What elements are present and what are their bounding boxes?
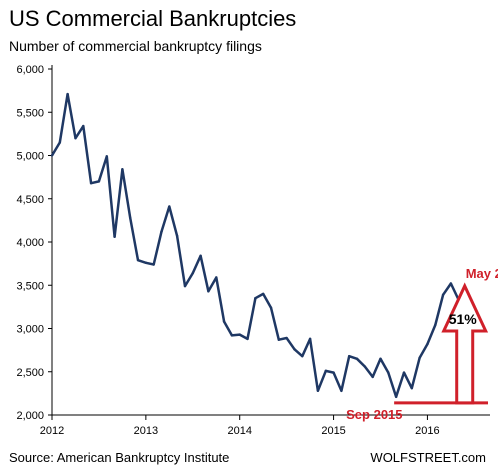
data-point <box>269 306 273 309</box>
data-point <box>89 181 93 185</box>
data-point <box>160 230 163 233</box>
data-point <box>324 369 327 373</box>
data-point <box>74 137 77 140</box>
x-tick-label: 2012 <box>40 425 64 437</box>
data-point <box>121 168 124 171</box>
data-point <box>207 290 210 293</box>
data-point <box>66 92 69 96</box>
x-tick-label: 2013 <box>134 425 158 437</box>
annotations: Sep 2015 May 2016 51% <box>346 266 498 422</box>
y-tick-label: 2,000 <box>16 410 44 422</box>
x-axis-ticks: 2012 2013 2014 2015 2016 <box>40 415 440 437</box>
data-point <box>246 337 249 341</box>
chart-title: US Commercial Bankruptcies <box>9 6 297 31</box>
data-point <box>183 284 187 288</box>
data-point <box>50 154 54 157</box>
chart-axes <box>51 65 490 416</box>
x-tick-label: 2015 <box>321 425 345 437</box>
data-point <box>410 386 413 390</box>
data-point <box>449 282 453 285</box>
data-point <box>175 234 179 238</box>
y-tick-label: 5,000 <box>16 151 44 163</box>
y-tick-label: 4,500 <box>16 194 44 206</box>
data-point <box>332 371 335 374</box>
data-point <box>58 141 62 144</box>
data-point <box>129 216 132 219</box>
source-note: Source: American Bankruptcy Institute <box>9 450 230 465</box>
data-point <box>113 235 116 239</box>
y-tick-label: 3,000 <box>16 324 44 336</box>
data-point <box>215 276 218 279</box>
data-point <box>340 389 343 392</box>
data-point <box>308 337 312 341</box>
annotation-sep-2015: Sep 2015 <box>346 407 402 422</box>
data-point <box>97 180 101 183</box>
x-tick-label: 2014 <box>227 425 251 437</box>
data-point <box>144 261 148 264</box>
data-point <box>418 356 421 360</box>
data-point <box>387 371 390 374</box>
y-tick-label: 3,500 <box>16 280 44 292</box>
data-point <box>277 338 281 341</box>
series-line <box>50 92 460 399</box>
data-point <box>363 365 367 368</box>
y-tick-label: 6,000 <box>16 64 44 76</box>
data-point <box>105 155 108 158</box>
data-point <box>441 293 445 296</box>
data-point <box>371 375 374 379</box>
data-point <box>261 292 265 296</box>
series-points <box>50 92 460 399</box>
data-point <box>230 334 234 337</box>
data-point <box>316 389 320 392</box>
data-point <box>394 395 398 399</box>
data-point <box>402 371 406 374</box>
annotation-may-2016: May 2016 <box>466 266 498 281</box>
data-point <box>348 354 351 358</box>
data-point <box>136 258 140 262</box>
data-point <box>426 342 429 346</box>
data-point <box>152 263 155 266</box>
data-point <box>191 271 194 275</box>
y-tick-label: 2,500 <box>16 367 44 379</box>
data-point <box>434 323 437 327</box>
data-point <box>293 348 296 351</box>
data-point <box>238 333 241 336</box>
data-point <box>254 297 257 300</box>
y-tick-label: 4,000 <box>16 237 44 249</box>
data-point <box>168 205 171 208</box>
increase-arrow <box>441 282 489 405</box>
data-point <box>379 357 382 360</box>
brand-logo-text: WOLFSTREET.com <box>370 450 486 465</box>
data-point <box>285 336 288 340</box>
x-tick-label: 2016 <box>415 425 439 437</box>
y-axis-ticks: 2,000 2,500 3,000 3,500 4,000 4,500 5,000 5,500… <box>16 64 52 422</box>
data-point <box>355 357 359 360</box>
data-point <box>222 320 226 323</box>
y-tick-label: 5,500 <box>16 107 44 119</box>
annotation-percent-change: 51% <box>449 311 478 327</box>
data-point <box>199 254 202 258</box>
chart-subtitle: Number of commercial bankruptcy filings <box>9 38 262 54</box>
data-point <box>82 124 85 128</box>
data-point <box>301 354 304 358</box>
